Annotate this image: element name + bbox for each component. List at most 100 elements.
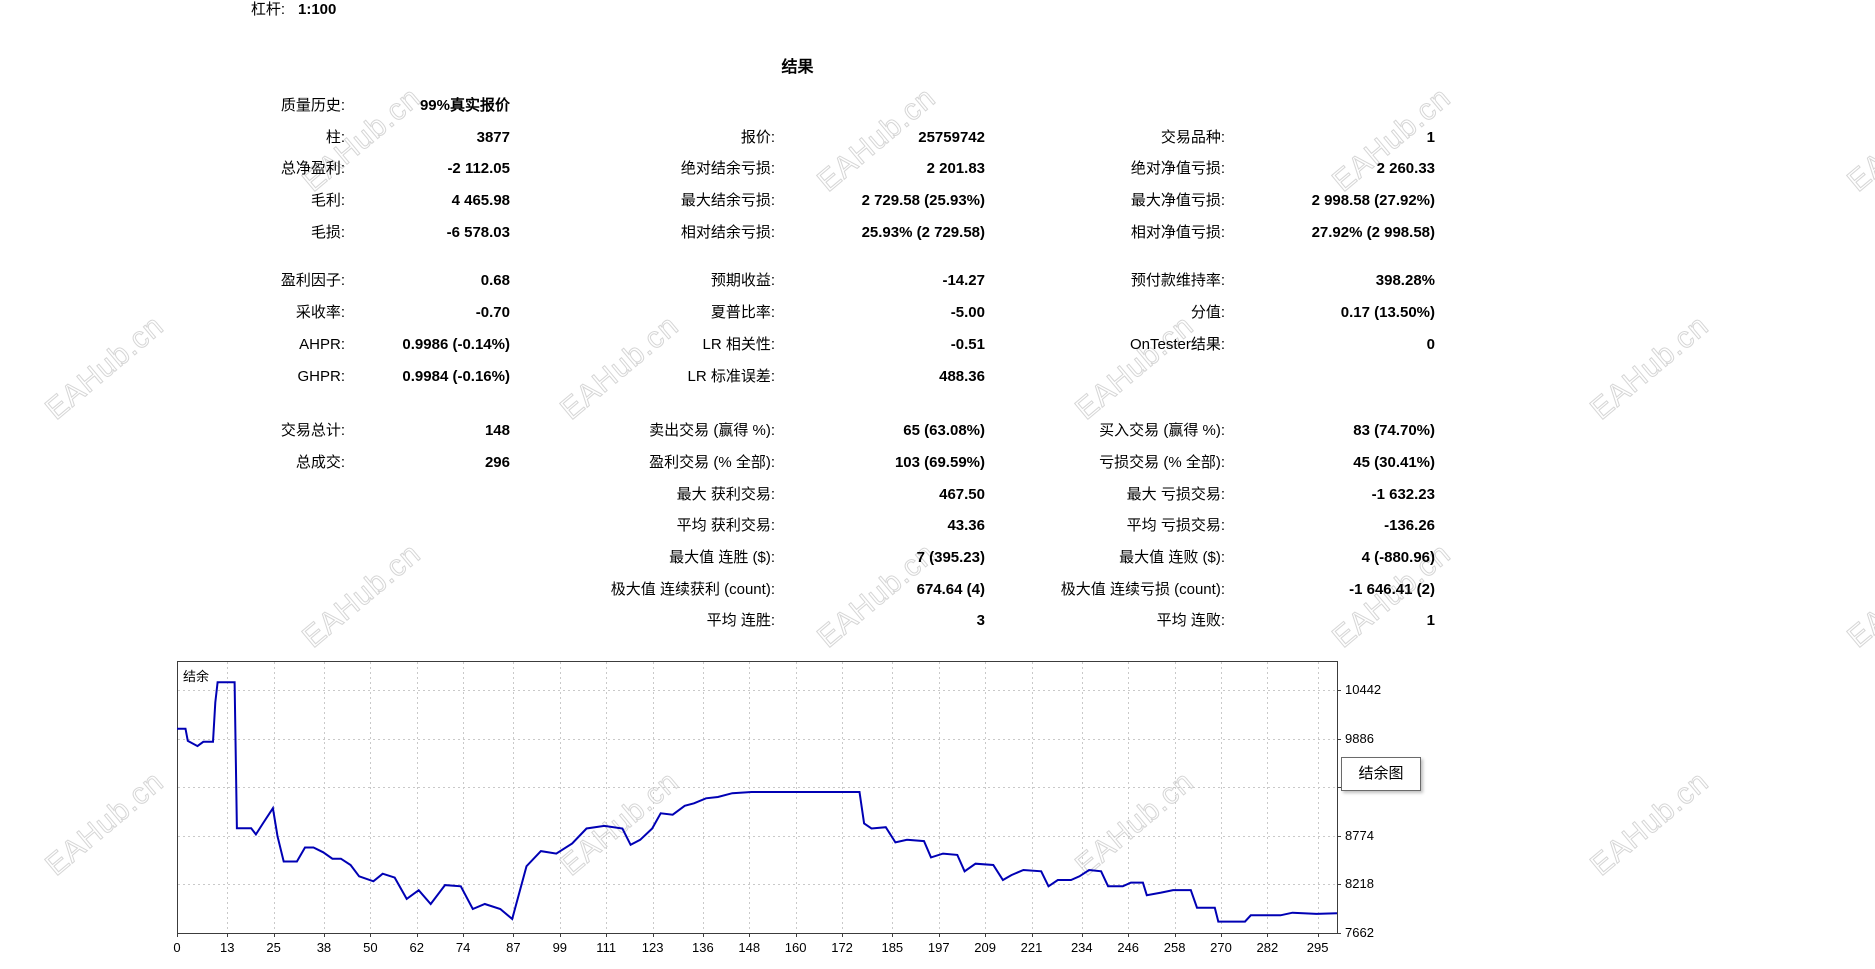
stat-value: 2 998.58 (27.92%) — [1311, 192, 1435, 210]
stat-label: 最大值 连败 ($): — [1119, 548, 1225, 566]
stat-value: -0.51 — [950, 335, 985, 353]
plot-border — [177, 661, 1338, 934]
stat-value: -1 632.23 — [1371, 485, 1435, 503]
stat-label — [160, 510, 345, 542]
stat-value: 4 465.98 — [451, 192, 510, 210]
stat-label — [160, 479, 345, 511]
x-axis-tick-label: 197 — [927, 940, 950, 955]
stat-value: 0 — [1426, 335, 1435, 353]
stat-value: 674.64 (4) — [916, 580, 985, 598]
balance-graph-tooltip: 结余图 — [1341, 757, 1421, 791]
balance-chart[interactable] — [177, 661, 1347, 941]
stat-value: 25759742 — [918, 128, 985, 146]
stat-label: 平均 连胜: — [706, 612, 775, 630]
stat-row: 极大值 连续获利 (count): 674.64 (4) 极大值 连续亏损 (cou… — [160, 574, 1435, 606]
stat-row: 采收率: -0.70 夏普比率: -5.00 分值: 0.17 (13.50%) — [160, 297, 1435, 329]
stat-row: 最大值 连胜 ($): 7 (395.23) 最大值 连败 ($): 4 (-880.… — [160, 542, 1435, 574]
stats-group-2: 盈利因子: 0.68 预期收益: -14.27 预付款维持率: 398.28% 采收率: -0… — [160, 265, 1435, 392]
stat-label: AHPR: — [299, 335, 345, 353]
y-axis-tick-label: 8218 — [1345, 876, 1374, 892]
stat-label: 最大 亏损交易: — [1126, 485, 1225, 503]
stat-value: -6 578.03 — [446, 223, 510, 241]
x-axis-tick-label: 234 — [1070, 940, 1093, 955]
stat-label — [985, 90, 1225, 122]
stat-label: 盈利因子: — [280, 272, 345, 290]
stat-label — [160, 605, 345, 637]
stat-value: -136.26 — [1384, 517, 1435, 535]
balance-line — [177, 681, 1338, 923]
x-axis-tick-label: 136 — [692, 940, 714, 955]
stat-label: 平均 亏损交易: — [1126, 517, 1225, 535]
stat-value: 103 (69.59%) — [894, 453, 985, 471]
stat-value — [345, 542, 510, 574]
stat-value: 2 729.58 (25.93%) — [861, 192, 985, 210]
stat-value: 488.36 — [939, 367, 985, 385]
stat-row: 总净盈利: -2 112.05 绝对结余亏损: 2 201.83 绝对净值亏损: 2 26… — [160, 153, 1435, 185]
stat-value: -5.00 — [950, 304, 985, 322]
leverage-row: 杠杆: 1:100 — [160, 0, 337, 20]
stat-row: 平均 获利交易: 43.36 平均 亏损交易: -136.26 — [160, 510, 1435, 542]
stat-value — [1225, 361, 1435, 393]
stat-label: LR 标准误差: — [687, 367, 775, 385]
x-axis-tick-label: 172 — [831, 940, 853, 955]
stat-label: 预期收益: — [710, 272, 775, 290]
stat-label: 最大 获利交易: — [676, 485, 775, 503]
stat-value: 148 — [484, 422, 510, 440]
stat-label: 绝对结余亏损: — [680, 160, 775, 178]
x-axis-tick-label: 87 — [506, 940, 521, 955]
stat-value: -0.70 — [475, 304, 510, 322]
stat-value — [345, 510, 510, 542]
stat-label: 平均 连败: — [1156, 612, 1225, 630]
y-axis-tick-label: 8774 — [1345, 827, 1374, 843]
stat-value: -1 646.41 (2) — [1349, 580, 1435, 598]
stat-label: 买入交易 (赢得 %): — [1099, 422, 1225, 440]
x-axis-tick-label: 0 — [173, 940, 181, 955]
stat-label: 毛利: — [310, 192, 345, 210]
stat-row: AHPR: 0.9986 (-0.14%) LR 相关性: -0.51 OnTester… — [160, 329, 1435, 361]
x-axis-tick-label: 209 — [974, 940, 996, 955]
stat-value: 3 — [976, 612, 985, 630]
stat-label: 平均 获利交易: — [676, 517, 775, 535]
stat-row: 总成交: 296 盈利交易 (% 全部): 103 (69.59%) 亏损交易 (% 全… — [160, 447, 1435, 479]
balance-graph-tooltip-label: 结余图 — [1358, 765, 1404, 782]
x-axis-tick-label: 221 — [1020, 940, 1043, 955]
stat-value: 45 (30.41%) — [1353, 453, 1435, 471]
x-axis-tick-label: 99 — [552, 940, 568, 955]
stat-value: 3877 — [476, 128, 510, 146]
x-axis-tick-label: 148 — [738, 940, 761, 955]
stat-row: 柱: 3877 报价: 25759742 交易品种: 1 — [160, 122, 1435, 154]
stat-label: 最大净值亏损: — [1130, 192, 1225, 210]
x-axis-tick-label: 123 — [641, 940, 664, 955]
stat-label: 毛损: — [310, 223, 345, 241]
stat-value: -2 112.05 — [447, 160, 510, 178]
stat-value — [345, 605, 510, 637]
y-axis-tick-label: 10442 — [1345, 682, 1382, 698]
stat-label — [160, 574, 345, 606]
stat-value: 0.9984 (-0.16%) — [402, 367, 510, 385]
stat-label — [510, 90, 775, 122]
stat-value: 2 201.83 — [926, 160, 985, 178]
stat-value: 467.50 — [939, 485, 985, 503]
x-axis-tick-label: 160 — [784, 940, 807, 955]
stat-label: 交易品种: — [1160, 128, 1225, 146]
stat-value: 398.28% — [1375, 272, 1435, 290]
stat-value: 1 — [1426, 612, 1435, 630]
stat-value — [345, 574, 510, 606]
stat-value: 99%真实报价 — [419, 97, 510, 114]
stat-label: 报价: — [740, 128, 775, 146]
x-axis-tick-label: 13 — [220, 940, 235, 955]
stat-label: GHPR: — [297, 367, 345, 385]
stat-label: 绝对净值亏损: — [1130, 160, 1225, 178]
stat-label: 最大值 连胜 ($): — [669, 548, 775, 566]
stat-label: 最大结余亏损: — [680, 192, 775, 210]
stat-value: 7 (395.23) — [916, 548, 985, 566]
stat-row: 平均 连胜: 3 平均 连败: 1 — [160, 605, 1435, 637]
stat-label: 采收率: — [295, 304, 345, 322]
stat-value: 0.68 — [480, 272, 510, 290]
stat-label — [160, 542, 345, 574]
balance-chart-plot[interactable] — [177, 661, 1347, 941]
stat-label: 总净盈利: — [280, 160, 345, 178]
stat-value: 65 (63.08%) — [903, 422, 985, 440]
stat-value — [1225, 90, 1435, 122]
